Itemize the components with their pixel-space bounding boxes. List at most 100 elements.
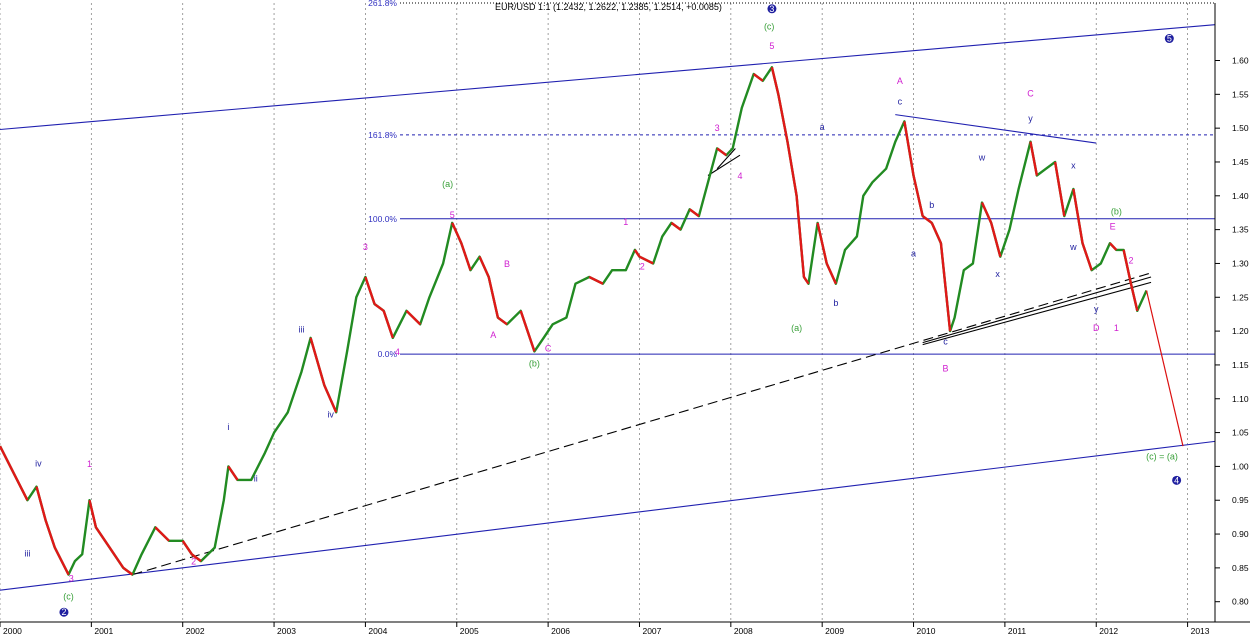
y-tick-label: 0.90	[1232, 529, 1249, 539]
down-segment	[0, 445, 15, 474]
wave-label: 3	[69, 573, 74, 583]
y-tick-label: 1.60	[1232, 56, 1249, 66]
down-segment	[191, 553, 202, 563]
wave-label: A	[897, 76, 903, 86]
trendline	[922, 281, 1152, 346]
down-segment	[497, 316, 508, 326]
fib-level-label: 100.0%	[368, 214, 397, 224]
down-segment	[94, 526, 111, 549]
down-segment	[816, 222, 828, 264]
down-segment	[122, 566, 134, 576]
wave-label: b	[833, 298, 838, 308]
x-tick-label: 2002	[186, 626, 205, 636]
wave-label: y	[1028, 113, 1033, 123]
trend-lines	[0, 24, 1216, 591]
trendline	[0, 440, 1216, 591]
wave-label: 2	[640, 262, 645, 272]
wave-label: iv	[327, 410, 334, 420]
wave-label: i	[227, 422, 229, 432]
wave-label: 1	[87, 459, 92, 469]
wave-label: (a)	[791, 323, 802, 333]
wave-label: a	[820, 122, 825, 132]
y-tick-label: 0.95	[1232, 495, 1249, 505]
wave-label: 3	[715, 123, 720, 133]
wave-label: 3	[769, 4, 774, 14]
down-segment	[364, 276, 376, 305]
down-segment	[770, 66, 780, 95]
down-segment	[1072, 188, 1084, 244]
y-tick-label: 1.10	[1232, 394, 1249, 404]
wave-label: 2	[61, 607, 66, 617]
y-tick-label: 0.85	[1232, 563, 1249, 573]
chart-title: EUR/USD 1:1 (1.2432, 1.2622, 1.2385, 1.2…	[495, 2, 722, 12]
wave-label: 2	[1128, 255, 1133, 265]
x-tick-label: 2009	[825, 626, 844, 636]
down-segment	[460, 242, 472, 271]
wave-label: iii	[298, 324, 304, 334]
down-segment	[451, 222, 463, 244]
wave-label: 1	[1114, 323, 1119, 333]
fib-level-label: 261.8%	[368, 0, 397, 8]
wave-label: b	[929, 200, 934, 210]
trendline	[707, 154, 741, 176]
down-segment	[930, 222, 943, 244]
down-segment	[53, 547, 70, 576]
wave-label: 3	[363, 242, 368, 252]
y-tick-label: 1.25	[1232, 292, 1249, 302]
down-segment	[1029, 141, 1039, 176]
trendline	[0, 24, 1216, 131]
x-tick-label: 2011	[1008, 626, 1027, 636]
down-segment	[44, 520, 56, 548]
trendline	[922, 276, 1152, 344]
x-tick-label: 2012	[1099, 626, 1118, 636]
down-segment	[35, 486, 47, 521]
y-tick-label: 1.20	[1232, 326, 1249, 336]
x-tick-label: 2008	[734, 626, 753, 636]
wave-label: iv	[35, 458, 42, 468]
fib-level-label: 161.8%	[368, 130, 397, 140]
down-segment	[716, 147, 727, 157]
series-line	[0, 66, 1148, 576]
wave-label: 1	[623, 217, 628, 227]
down-segment	[777, 94, 789, 142]
wave-label: ii	[254, 473, 258, 483]
wave-labels: iv 1iii3(c)2iiiiiiiv34(a)5BAC(b)12343(c)5…	[24, 4, 1182, 617]
down-segment	[382, 310, 394, 339]
x-tick-label: 2007	[642, 626, 661, 636]
y-tick-label: 1.00	[1232, 461, 1249, 471]
y-tick-label: 0.80	[1232, 597, 1249, 607]
wave-label: iii	[24, 548, 30, 558]
wave-label: 5	[450, 210, 455, 220]
down-segment	[752, 73, 764, 82]
wave-label-circle	[1164, 34, 1174, 44]
price-series	[0, 66, 1184, 576]
y-tick-label: 1.45	[1232, 157, 1249, 167]
down-segment	[825, 262, 837, 285]
wave-label: 5	[1167, 34, 1172, 44]
x-tick-label: 2003	[277, 626, 296, 636]
down-segment	[802, 276, 810, 285]
wave-label: (c)	[63, 592, 74, 602]
down-segment	[1122, 249, 1133, 285]
down-segment	[108, 546, 125, 569]
down-segment	[1129, 283, 1139, 312]
down-segment	[921, 215, 933, 224]
wave-label: 4	[395, 347, 400, 357]
down-segment	[323, 384, 338, 413]
x-tick-label: 2013	[1191, 626, 1210, 636]
wave-label: x	[1071, 161, 1076, 171]
down-segment	[1109, 242, 1118, 251]
wave-label: 5	[769, 41, 774, 51]
wave-label: D	[1093, 323, 1100, 333]
down-segment	[588, 275, 604, 285]
down-segment	[88, 499, 98, 528]
y-tick-label: 1.40	[1232, 191, 1249, 201]
down-segment	[405, 309, 422, 326]
down-segment	[795, 195, 806, 278]
wave-label-circle	[59, 607, 69, 617]
wave-label: C	[545, 343, 552, 353]
grid-lines	[0, 3, 1188, 622]
wave-label: x	[995, 269, 1000, 279]
trendline	[132, 272, 1152, 576]
